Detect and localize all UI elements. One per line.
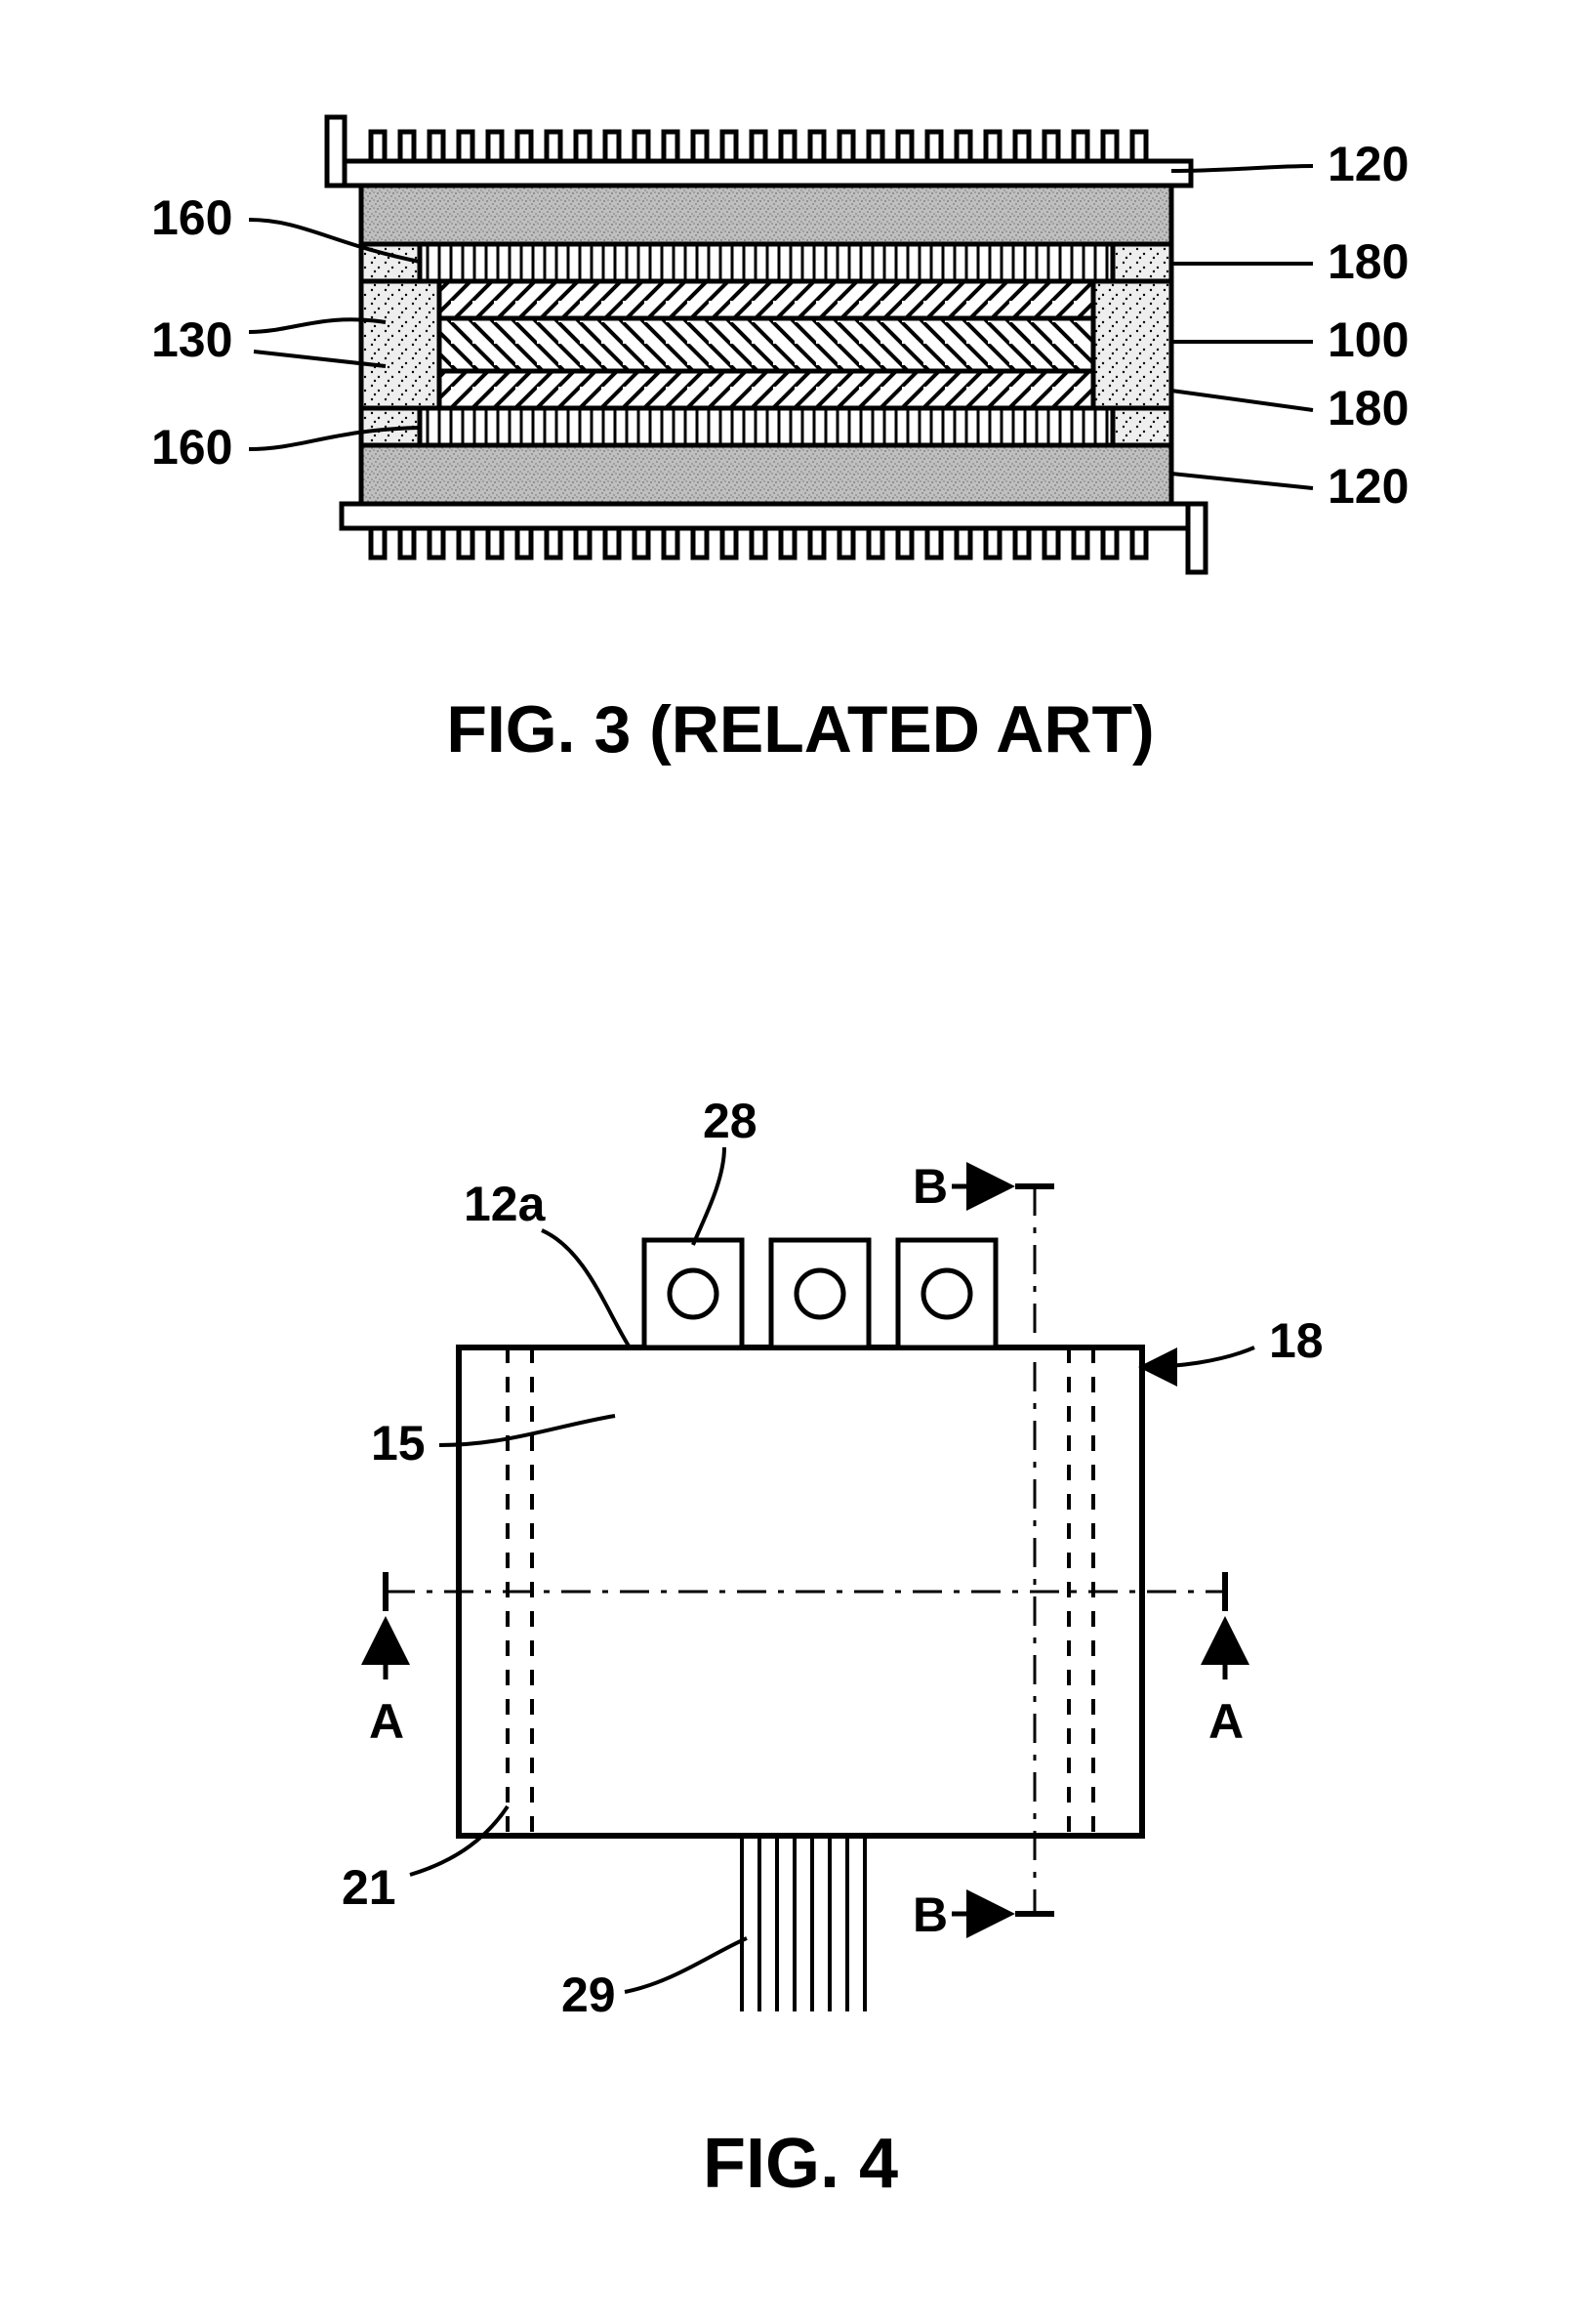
fig3-layer-180-top	[439, 281, 1093, 318]
fig3-pad	[1113, 244, 1171, 281]
fig4-diagram: A A B B 28 12a 18 15 21 29 FIG. 4	[342, 1094, 1324, 2203]
fig3-pad	[1113, 408, 1171, 445]
fig3-layer-120-top	[361, 186, 1171, 244]
leader-12a	[542, 1230, 630, 1347]
fig3-layer-120-bot	[361, 445, 1171, 504]
label-21: 21	[342, 1860, 396, 1915]
label-180b: 180	[1328, 381, 1409, 435]
label-B-bot: B	[913, 1887, 948, 1942]
fig4-leads-29	[742, 1836, 865, 2011]
label-160a: 160	[151, 190, 232, 245]
fig3-diagram: 160 130 160 120 180 100 180 120 FIG. 3 (…	[151, 117, 1409, 767]
label-A-right: A	[1208, 1694, 1244, 1749]
label-130: 130	[151, 312, 232, 367]
label-12a: 12a	[464, 1177, 547, 1231]
leader-28	[693, 1147, 724, 1245]
fig3-bottom-heatsink	[342, 504, 1206, 572]
leader-18	[1142, 1347, 1254, 1367]
label-B-top: B	[913, 1159, 948, 1214]
fig3-pad-130	[361, 281, 439, 408]
fig3-top-heatsink	[327, 117, 1191, 186]
label-A-left: A	[369, 1694, 404, 1749]
fig3-pad-right	[1093, 281, 1171, 408]
fig3-layer-100	[439, 318, 1093, 371]
fig3-layer-180-bot	[439, 371, 1093, 408]
label-18: 18	[1269, 1313, 1324, 1368]
leader-180b	[1171, 391, 1313, 410]
label-29: 29	[561, 1968, 616, 2022]
label-28: 28	[703, 1094, 757, 1148]
label-120a: 120	[1328, 137, 1409, 191]
label-180a: 180	[1328, 234, 1409, 289]
label-100: 100	[1328, 312, 1409, 367]
label-120b: 120	[1328, 459, 1409, 514]
label-160b: 160	[151, 420, 232, 475]
leader-120b	[1171, 474, 1313, 488]
fig3-layer-160-top	[420, 244, 1113, 281]
label-15: 15	[371, 1416, 426, 1471]
fig4-tabs-28	[644, 1240, 996, 1347]
fig4-caption: FIG. 4	[703, 2125, 898, 2203]
fig3-caption: FIG. 3 (RELATED ART)	[446, 692, 1154, 767]
leader-29	[625, 1938, 747, 1992]
fig3-layer-160-bot	[420, 408, 1113, 445]
